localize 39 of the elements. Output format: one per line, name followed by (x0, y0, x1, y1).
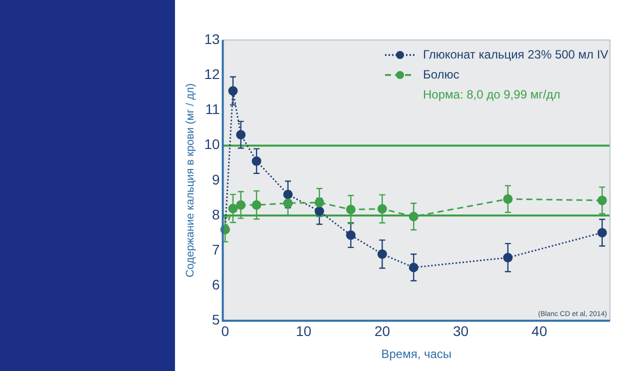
point (314, 198, 324, 208)
point (346, 230, 356, 240)
x-tick-label: 0 (221, 323, 230, 340)
point (228, 86, 238, 96)
point (408, 212, 418, 222)
point (283, 198, 293, 208)
x-tick-label: 40 (532, 323, 548, 340)
y-tick-label: 13 (204, 30, 220, 47)
y-tick-label: 5 (212, 312, 220, 328)
y-tick-label: 7 (212, 241, 220, 258)
point (597, 196, 607, 206)
annotation: Норма: 8,0 до 9,99 мг/дл (423, 87, 560, 102)
point (408, 262, 418, 272)
point (377, 249, 387, 259)
legend-label: Болюс (423, 67, 460, 82)
y-tick-label: 10 (204, 136, 220, 152)
point (252, 200, 262, 210)
point (236, 200, 246, 210)
y-tick-label: 11 (205, 101, 220, 118)
y-tick-label: 6 (212, 276, 220, 293)
point (346, 204, 356, 214)
point (314, 206, 324, 216)
point (228, 204, 238, 214)
x-tick-label: 10 (296, 323, 312, 340)
x-tick-label: 20 (374, 323, 390, 340)
point (236, 130, 246, 140)
point (377, 204, 387, 214)
point (597, 228, 607, 238)
y-axis-title: Содержание кальция в крови (мг / дл) (184, 83, 197, 278)
y-tick-label: 8 (212, 206, 220, 222)
y-tick-label: 12 (204, 66, 220, 82)
x-axis-title: Время, часы (381, 347, 452, 362)
y-tick-label: 9 (212, 171, 220, 188)
point (503, 252, 513, 262)
point (503, 194, 513, 204)
x-tick-label: 30 (452, 323, 469, 340)
point (252, 156, 262, 166)
legend-label: Глюконат кальция 23% 500 мл IV (423, 47, 608, 62)
point (283, 190, 293, 200)
